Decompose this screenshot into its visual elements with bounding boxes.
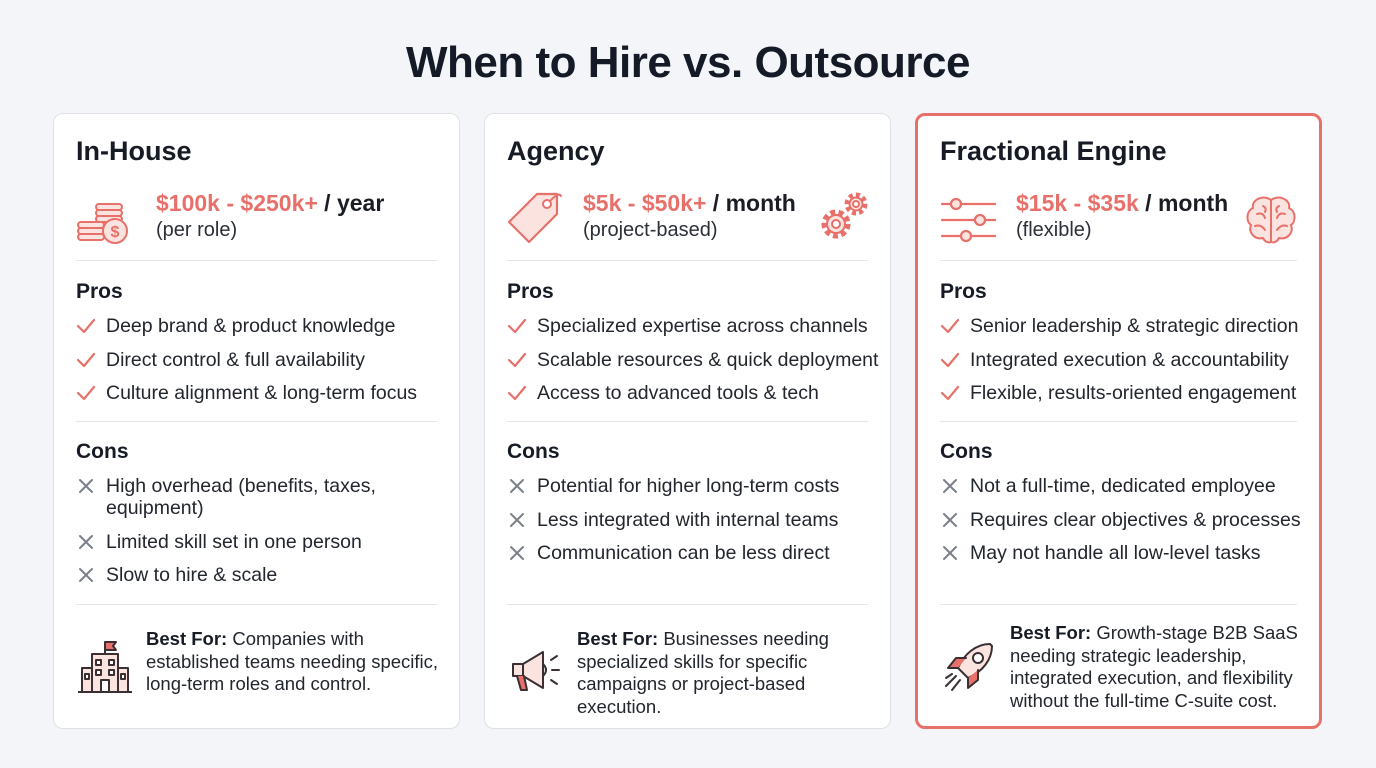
cross-icon: [79, 568, 93, 582]
list-item: Less integrated with internal teams: [507, 509, 880, 531]
check-icon: [940, 385, 960, 401]
check-icon: [507, 352, 527, 367]
list-item: Communication can be less direct: [507, 542, 880, 564]
cons-label: Cons: [507, 440, 560, 463]
cons-list: High overhead (benefits, taxes, equipmen…: [76, 475, 449, 598]
divider: [940, 604, 1297, 605]
cross-icon: [510, 479, 524, 493]
cross-icon: [943, 479, 957, 493]
list-item: Not a full-time, dedicated employee: [940, 475, 1309, 497]
price-amount: $15k - $35k: [1016, 190, 1139, 216]
cross-icon: [943, 546, 957, 560]
list-item: Culture alignment & long-term focus: [76, 382, 449, 404]
list-item: Integrated execution & accountability: [940, 349, 1309, 371]
best-for-text: Best For: Businesses needing specialized…: [577, 628, 829, 717]
megaphone-icon: [512, 651, 560, 691]
cross-icon: [79, 479, 93, 493]
pros-list: Senior leadership & strategic direction …: [940, 315, 1309, 416]
card-title: In-House: [76, 136, 192, 166]
divider: [76, 260, 437, 261]
cons-label: Cons: [76, 440, 129, 463]
price-note: (project-based): [583, 219, 718, 241]
list-item: Potential for higher long-term costs: [507, 475, 880, 497]
check-icon: [76, 352, 96, 367]
divider: [507, 421, 868, 422]
price-block: $ $100k - $250k+ / year (per role): [76, 190, 437, 252]
list-item: Senior leadership & strategic direction: [940, 315, 1309, 337]
price-period: / year: [317, 190, 385, 216]
check-icon: [76, 385, 96, 401]
pros-label: Pros: [507, 280, 554, 303]
coins-icon: $: [77, 203, 128, 244]
cross-icon: [510, 512, 524, 527]
price-period: / month: [1138, 190, 1229, 216]
list-item: Requires clear objectives & processes: [940, 509, 1309, 531]
office-building-icon: [78, 641, 132, 693]
pros-label: Pros: [940, 280, 987, 303]
divider: [940, 421, 1297, 422]
cross-icon: [510, 546, 524, 560]
check-icon: [76, 318, 96, 334]
best-for-text: Best For: Growth-stage B2B SaaS needing …: [1010, 622, 1298, 711]
divider: [940, 260, 1297, 261]
best-for-text: Best For: Companies with established tea…: [146, 628, 439, 694]
brain-icon: [1246, 196, 1296, 244]
list-item: Access to advanced tools & tech: [507, 382, 880, 404]
price-period: / month: [706, 190, 796, 216]
cons-label: Cons: [940, 440, 993, 463]
rocket-icon: [945, 643, 993, 691]
price-note: (per role): [156, 219, 238, 241]
card-agency: Agency $5k - $50k+ / month (project-base…: [484, 113, 891, 729]
svg-text:$: $: [111, 224, 120, 241]
list-item: Flexible, results-oriented engagement: [940, 382, 1309, 404]
card-fractional-engine: Fractional Engine $15k - $35k / month (f…: [915, 113, 1322, 729]
pros-list: Deep brand & product knowledge Direct co…: [76, 315, 449, 416]
price-note: (flexible): [1016, 219, 1092, 241]
check-icon: [507, 318, 527, 334]
cons-list: Not a full-time, dedicated employee Requ…: [940, 475, 1309, 576]
list-item: Direct control & full availability: [76, 349, 449, 371]
list-item: Limited skill set in one person: [76, 531, 449, 553]
list-item: May not handle all low-level tasks: [940, 542, 1309, 564]
price-tag-icon: [507, 192, 562, 244]
list-item: Scalable resources & quick deployment: [507, 349, 880, 371]
divider: [76, 421, 437, 422]
list-item: Slow to hire & scale: [76, 564, 449, 586]
pros-list: Specialized expertise across channels Sc…: [507, 315, 880, 416]
price-block: $5k - $50k+ / month (project-based): [507, 190, 868, 252]
divider: [507, 260, 868, 261]
card-in-house: In-House $ $100k - $250k+ / year (per ro…: [53, 113, 460, 729]
sliders-icon: [940, 197, 996, 243]
check-icon: [507, 385, 527, 401]
list-item: Specialized expertise across channels: [507, 315, 880, 337]
check-icon: [940, 318, 960, 334]
cross-icon: [943, 512, 957, 527]
price-block: $15k - $35k / month (flexible): [940, 190, 1297, 252]
check-icon: [940, 352, 960, 367]
list-item: Deep brand & product knowledge: [76, 315, 449, 337]
gears-icon: [821, 192, 868, 239]
cross-icon: [79, 534, 93, 549]
divider: [76, 604, 437, 605]
card-title: Agency: [507, 136, 605, 166]
list-item: High overhead (benefits, taxes, equipmen…: [76, 475, 449, 519]
price-amount: $100k - $250k+: [156, 190, 318, 216]
page-title: When to Hire vs. Outsource: [406, 38, 970, 87]
price-amount: $5k - $50k+: [583, 190, 707, 216]
cons-list: Potential for higher long-term costs Les…: [507, 475, 880, 576]
divider: [507, 604, 868, 605]
pros-label: Pros: [76, 280, 123, 303]
card-title: Fractional Engine: [940, 136, 1167, 166]
